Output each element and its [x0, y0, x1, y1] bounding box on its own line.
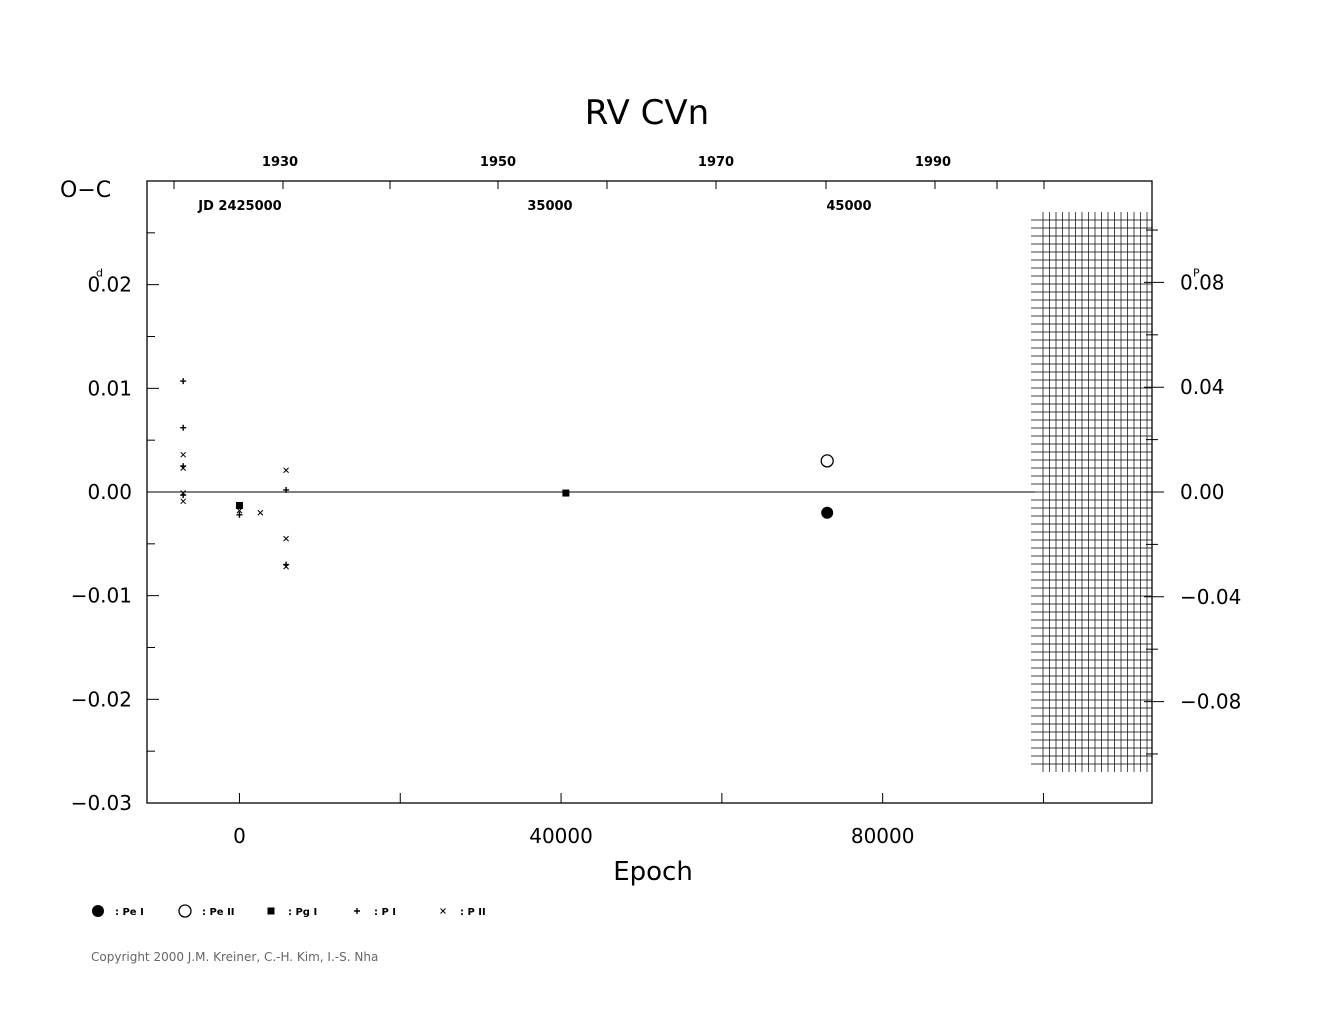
right-tick-label: 0.00 — [1180, 480, 1225, 504]
data-point — [180, 498, 187, 505]
y-axis-label: O−C — [60, 178, 111, 203]
legend-label: : Pe II — [202, 907, 235, 918]
legend-marker — [178, 904, 192, 918]
jd-label: JD 2425000 — [197, 199, 281, 214]
legend: : Pe I : Pe II : Pg I : P I : P II — [92, 904, 486, 918]
data-point — [180, 465, 187, 472]
chart-title: RV CVn — [585, 93, 709, 133]
right-tick-label: −0.04 — [1180, 585, 1241, 609]
year-label: 1930 — [262, 155, 298, 170]
legend-marker — [354, 908, 360, 914]
hatched-region — [1031, 212, 1152, 772]
legend-marker — [440, 908, 446, 914]
data-point — [821, 506, 834, 519]
y-tick-label: −0.01 — [71, 584, 132, 608]
copyright-text: Copyright 2000 J.M. Kreiner, C.-H. Kim, … — [91, 950, 378, 964]
data-point — [283, 563, 289, 570]
y-tick-label: 0.00 — [87, 480, 132, 504]
right-tick-label: 0.08 — [1180, 270, 1225, 294]
data-point — [820, 454, 834, 468]
plot-frame — [146, 180, 1153, 804]
x-axis-title: Epoch — [613, 857, 693, 887]
legend-label: : P I — [374, 907, 396, 918]
data-points — [180, 378, 834, 570]
y-axis-title: O−C — [60, 178, 111, 203]
data-point — [283, 486, 290, 493]
tick-labels: 0 40000 80000 0.02 0.01 0.00 −0.01 −0.02 −0.03 0.… — [71, 155, 1242, 848]
year-label: 1970 — [698, 155, 734, 170]
right-unit-superscript: P — [1193, 266, 1200, 279]
legend-label: : Pg I — [288, 907, 317, 918]
data-point — [180, 424, 187, 431]
y-tick-label: −0.03 — [71, 791, 132, 815]
x-tick-label: 80000 — [851, 824, 915, 848]
data-point — [180, 378, 187, 385]
data-point — [236, 511, 243, 518]
data-point — [562, 489, 570, 497]
year-label: 1990 — [915, 155, 951, 170]
legend-label: : Pe I — [115, 907, 144, 918]
legend-marker — [267, 907, 275, 915]
data-point — [236, 507, 243, 514]
data-point — [283, 467, 289, 474]
legend-label: : P II — [460, 907, 486, 918]
y-tick-label: 0.01 — [87, 376, 132, 400]
data-point — [180, 451, 187, 458]
axis-ticks — [147, 181, 1164, 804]
right-tick-label: −0.08 — [1180, 690, 1241, 714]
y-tick-label: 0.02 — [87, 273, 132, 297]
jd-label: 35000 — [527, 199, 572, 214]
year-label: 1950 — [480, 155, 516, 170]
x-tick-label: 40000 — [529, 824, 593, 848]
legend-marker — [92, 905, 104, 917]
hatch-grid — [1031, 212, 1152, 772]
data-point — [180, 490, 187, 496]
x-tick-label: 0 — [233, 824, 246, 848]
data-point — [283, 535, 289, 542]
y-unit-superscript: d — [96, 267, 103, 280]
data-point — [257, 509, 264, 516]
jd-label: 45000 — [826, 199, 871, 214]
data-point — [235, 501, 243, 509]
y-tick-label: −0.02 — [71, 687, 132, 711]
right-tick-label: 0.04 — [1180, 375, 1225, 399]
